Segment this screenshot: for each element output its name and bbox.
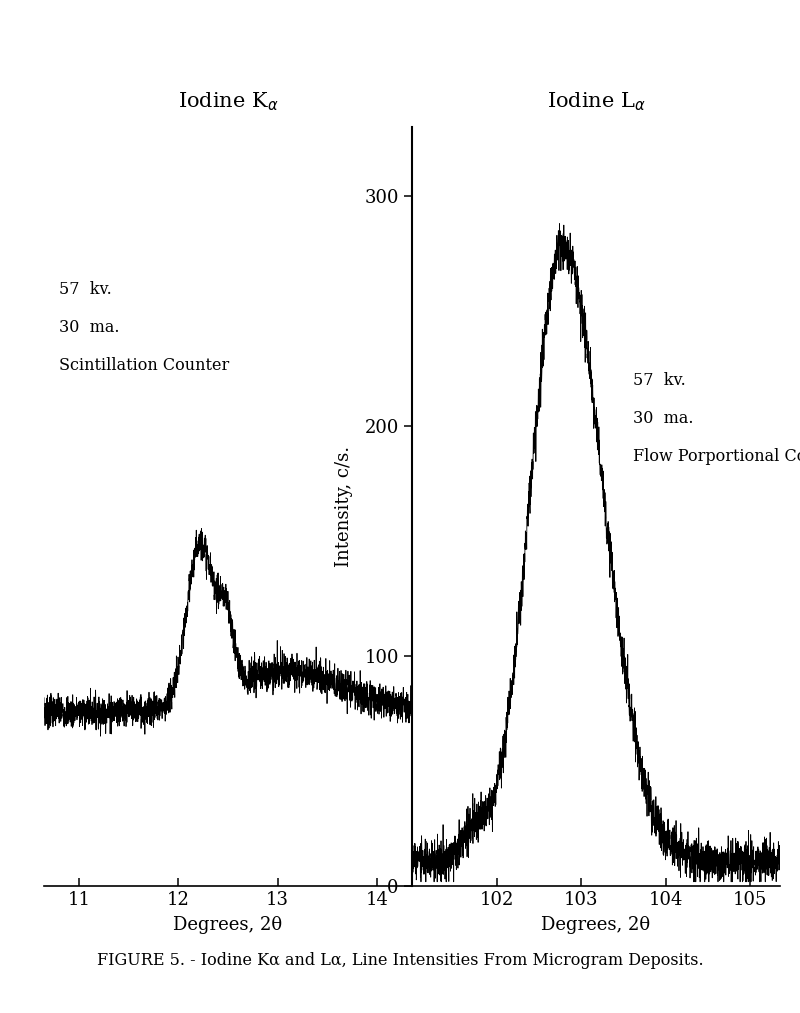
Text: 57  kv.: 57 kv. [58,281,111,298]
Y-axis label: Intensity, c/s.: Intensity, c/s. [335,446,353,567]
Text: 30  ma.: 30 ma. [58,319,119,335]
Text: Scintillation Counter: Scintillation Counter [58,357,229,374]
Text: Flow Porportional Counter: Flow Porportional Counter [633,448,800,465]
Title: Iodine K$_{\alpha}$: Iodine K$_{\alpha}$ [178,90,278,112]
Title: Iodine L$_{\alpha}$: Iodine L$_{\alpha}$ [546,90,646,112]
Text: 30  ma.: 30 ma. [633,410,694,426]
X-axis label: Degrees, 2θ: Degrees, 2θ [542,916,650,934]
Text: FIGURE 5. - Iodine Kα and Lα, Line Intensities From Microgram Deposits.: FIGURE 5. - Iodine Kα and Lα, Line Inten… [97,952,703,968]
Text: 57  kv.: 57 kv. [633,372,686,389]
X-axis label: Degrees, 2θ: Degrees, 2θ [174,916,282,934]
